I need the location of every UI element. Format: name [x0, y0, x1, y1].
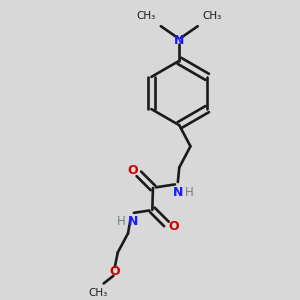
Text: N: N	[174, 34, 184, 47]
Text: H: H	[117, 214, 126, 228]
Text: O: O	[168, 220, 179, 233]
Text: O: O	[110, 265, 120, 278]
Text: N: N	[128, 214, 138, 228]
Text: N: N	[173, 186, 184, 199]
Text: H: H	[185, 186, 194, 199]
Text: CH₃: CH₃	[203, 11, 222, 22]
Text: CH₃: CH₃	[136, 11, 156, 22]
Text: O: O	[127, 164, 138, 177]
Text: CH₃: CH₃	[89, 288, 108, 298]
